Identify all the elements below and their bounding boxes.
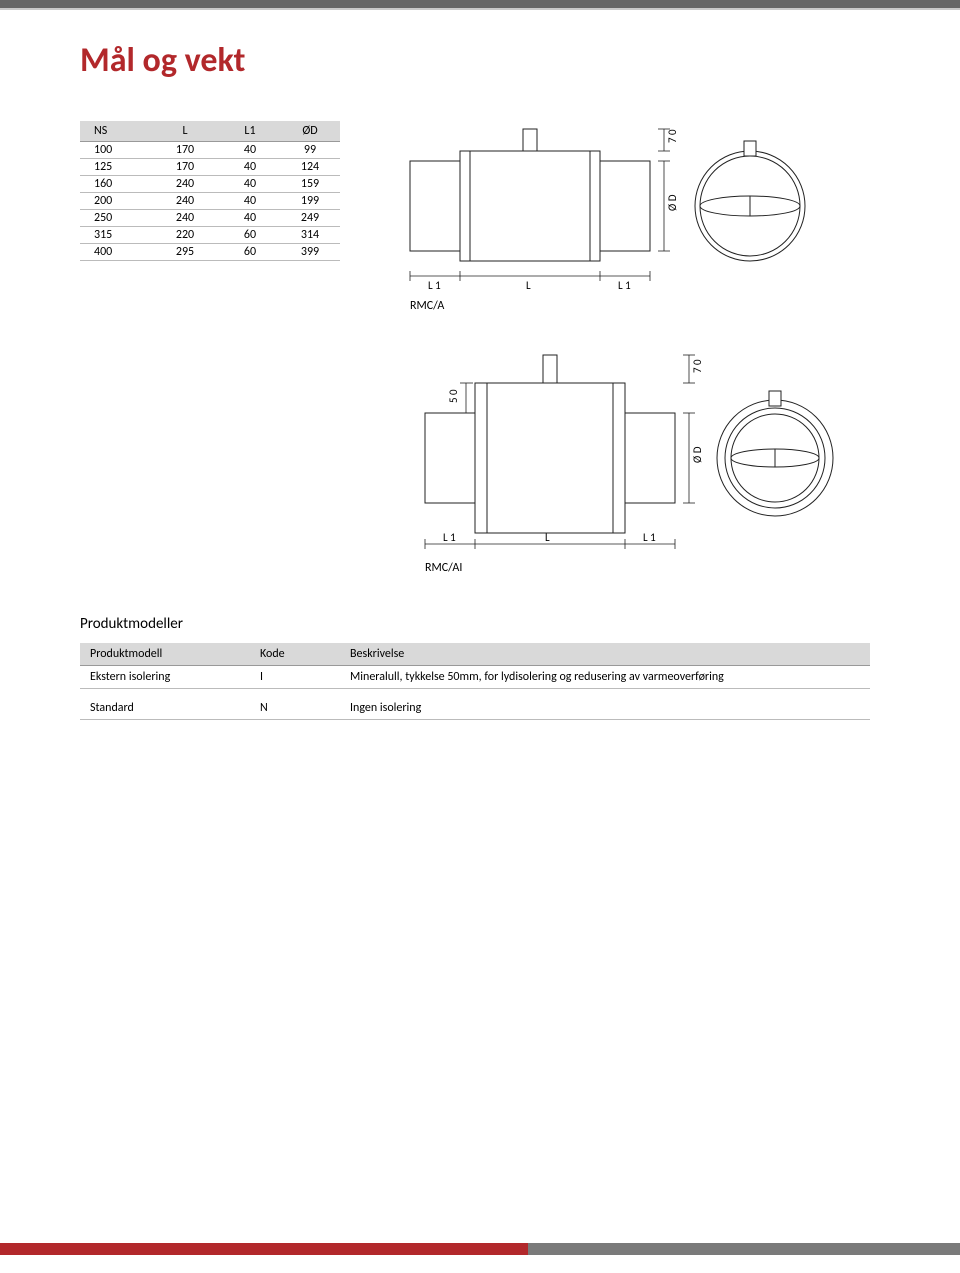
label-od: Ø D — [666, 194, 679, 211]
table-cell: 40 — [220, 193, 280, 210]
caption-rmc-ai: RMC/AI — [425, 561, 462, 575]
table-cell: 170 — [150, 142, 220, 159]
table-cell: 100 — [80, 142, 150, 159]
col-od: ØD — [280, 121, 340, 142]
table-cell: 220 — [150, 227, 220, 244]
table-row: 1001704099 — [80, 142, 340, 159]
table-cell: 240 — [150, 176, 220, 193]
table-cell: 199 — [280, 193, 340, 210]
table-row: 31522060314 — [80, 227, 340, 244]
dimensions-table: NS L L1 ØD 10017040991251704012416024040… — [80, 121, 340, 261]
table-cell: 99 — [280, 142, 340, 159]
table-cell: Mineralull, tykkelse 50mm, for lydisoler… — [340, 666, 870, 689]
label-l1-right-ai: L 1 — [643, 531, 656, 544]
table-cell: 240 — [150, 193, 220, 210]
label-od-ai: Ø D — [691, 446, 704, 463]
col-l: L — [150, 121, 220, 142]
product-header-row: Produktmodell Kode Beskrivelse — [80, 643, 870, 666]
table-cell: 249 — [280, 210, 340, 227]
table-cell: Standard — [80, 697, 250, 720]
table-cell: 40 — [220, 176, 280, 193]
table-cell: 400 — [80, 244, 150, 261]
table-header-row: NS L L1 ØD — [80, 121, 340, 142]
table-cell: 399 — [280, 244, 340, 261]
table-cell: 240 — [150, 210, 220, 227]
table-row: 25024040249 — [80, 210, 340, 227]
label-l1-right: L 1 — [618, 279, 631, 291]
table-cell: 170 — [150, 159, 220, 176]
footer — [0, 1243, 960, 1273]
label-l-ai: L — [545, 531, 550, 544]
col-produktmodell: Produktmodell — [80, 643, 250, 666]
table-cell: 160 — [80, 176, 150, 193]
label-l: L — [526, 279, 531, 291]
table-cell: 40 — [220, 142, 280, 159]
top-bar — [0, 0, 960, 10]
table-cell: 125 — [80, 159, 150, 176]
table-cell: 40 — [220, 159, 280, 176]
diagram-rmc-ai: 5 0 7 0 Ø D L 1 L L 1 — [395, 343, 960, 575]
col-kode: Kode — [250, 643, 340, 666]
table-cell: 315 — [80, 227, 150, 244]
page-title: Mål og vekt — [80, 40, 960, 81]
label-70-ai: 7 0 — [691, 359, 704, 373]
table-cell: Ekstern isolering — [80, 666, 250, 689]
diagram-rmc-a: L 1 L L 1 7 0 Ø D — [380, 121, 820, 313]
table-row: 20024040199 — [80, 193, 340, 210]
table-cell: 295 — [150, 244, 220, 261]
table-cell: 200 — [80, 193, 150, 210]
col-ns: NS — [80, 121, 150, 142]
table-cell: 60 — [220, 227, 280, 244]
table-row: Ekstern isoleringIMineralull, tykkelse 5… — [80, 666, 870, 689]
col-l1: L1 — [220, 121, 280, 142]
table-row: 16024040159 — [80, 176, 340, 193]
label-70: 7 0 — [666, 129, 679, 143]
section-produktmodeller: Produktmodeller — [80, 615, 960, 633]
label-l1-left-ai: L 1 — [443, 531, 456, 544]
label-l1-left: L 1 — [428, 279, 441, 291]
table-row: 40029560399 — [80, 244, 340, 261]
table-row: StandardNIngen isolering — [80, 697, 870, 720]
table-cell: I — [250, 666, 340, 689]
table-cell: 60 — [220, 244, 280, 261]
label-50: 5 0 — [447, 389, 460, 403]
table-cell: 250 — [80, 210, 150, 227]
rmc-ai-svg: 5 0 7 0 Ø D L 1 L L 1 — [395, 343, 845, 553]
product-models-table: Produktmodell Kode Beskrivelse Ekstern i… — [80, 643, 870, 720]
rmc-a-svg: L 1 L L 1 7 0 Ø D — [380, 121, 820, 291]
col-beskrivelse: Beskrivelse — [340, 643, 870, 666]
table-cell: 124 — [280, 159, 340, 176]
table-row: 12517040124 — [80, 159, 340, 176]
table-cell: 314 — [280, 227, 340, 244]
table-cell: Ingen isolering — [340, 697, 870, 720]
footer-bar — [0, 1243, 960, 1255]
table-cell: 40 — [220, 210, 280, 227]
caption-rmc-a: RMC/A — [410, 299, 444, 313]
table-cell: 159 — [280, 176, 340, 193]
table-cell: N — [250, 697, 340, 720]
